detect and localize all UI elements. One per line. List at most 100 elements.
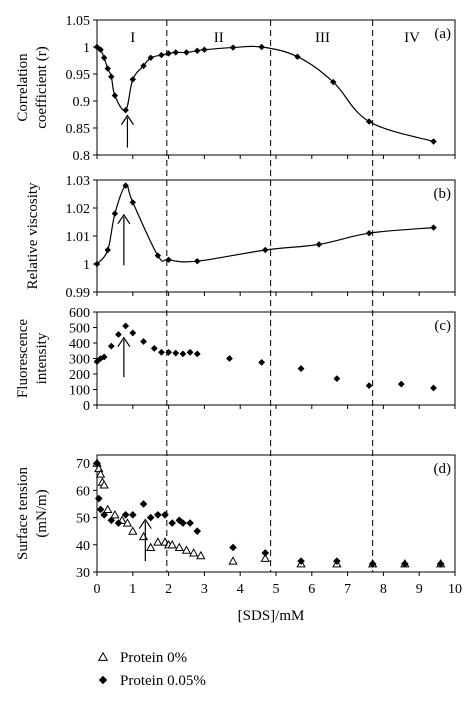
- panel-a-point: [229, 44, 237, 51]
- panel-b-arrow-head: [117, 213, 131, 225]
- protein-005-point: [154, 511, 162, 519]
- panel-d-ylabel: (mN/m): [34, 489, 50, 537]
- protein-005-point: [186, 519, 194, 527]
- protein-005-point: [401, 560, 409, 568]
- panel-c-point: [179, 350, 187, 358]
- panel-c-point: [172, 349, 180, 357]
- xtick-label: 9: [416, 582, 423, 597]
- protein-0-point: [181, 545, 192, 554]
- panel-b-point: [262, 246, 269, 254]
- protein-0-point: [110, 510, 120, 519]
- protein-005-point: [94, 494, 103, 503]
- protein-005-point: [179, 519, 187, 527]
- protein-005-point: [261, 549, 270, 557]
- protein-005-point: [168, 519, 176, 527]
- panel-a-point: [365, 118, 373, 125]
- protein-0-point: [189, 548, 199, 557]
- panel-c-point: [365, 382, 373, 390]
- protein-0-point: [153, 537, 163, 546]
- panel-c-point: [193, 350, 201, 358]
- protein-005-point: [93, 459, 101, 467]
- legend-marker-protein-0: [97, 651, 109, 661]
- protein-0-point: [167, 539, 177, 549]
- panel-b-ytick-label: 1: [83, 258, 90, 273]
- legend-label-protein-0: Protein 0%: [120, 650, 187, 666]
- x-axis-label: [SDS]/mM: [238, 608, 305, 624]
- panel-c-point: [186, 348, 194, 356]
- xtick-label: 10: [448, 582, 462, 597]
- panel-b-point: [365, 230, 373, 237]
- panel-a-point: [430, 138, 437, 145]
- panel-a-arrow-head: [120, 114, 134, 125]
- panel-b-point: [154, 252, 162, 259]
- panel-a-frame: [96, 19, 456, 156]
- protein-0-point: [95, 469, 106, 478]
- protein-0-point: [99, 480, 109, 489]
- region-label-2: II: [214, 30, 224, 46]
- panel-c-ytick-label: 100: [69, 384, 90, 399]
- panel-a-tag: (a): [434, 26, 451, 42]
- panel-b-point: [430, 224, 437, 231]
- panel-c-point: [297, 365, 305, 372]
- panel-c-point: [129, 329, 137, 337]
- panel-c-point: [140, 338, 147, 345]
- protein-005-point: [436, 560, 445, 568]
- panel-b-ytick-label: 1.03: [66, 174, 91, 189]
- xtick-label: 5: [273, 582, 280, 597]
- panel-a-series-line: [96, 45, 434, 143]
- protein-005-point: [193, 527, 202, 535]
- panel-c-frame: [96, 311, 456, 406]
- region-label-3: III: [315, 30, 330, 46]
- xtick-label: 2: [165, 582, 172, 597]
- panel-a-point: [108, 73, 115, 80]
- protein-0-point: [146, 542, 156, 552]
- xtick-label: 3: [201, 582, 208, 597]
- panel-c-point: [226, 355, 233, 362]
- panel-a-ytick-label: 1: [83, 41, 90, 56]
- panel-a-ylabel: Correlation: [15, 53, 31, 122]
- panel-a-point: [330, 78, 337, 86]
- xtick-label: 4: [237, 582, 244, 597]
- panel-b-point: [315, 241, 323, 248]
- panel-c-ylabel: intensity: [34, 332, 50, 384]
- protein-005-point: [121, 511, 130, 519]
- panel-a-ytick-label: 0.9: [73, 95, 91, 110]
- panel-b-point: [194, 258, 201, 265]
- panel-b-point: [129, 199, 136, 206]
- panel-c-point: [333, 375, 341, 383]
- panel-d-frame: [96, 454, 456, 573]
- xtick-label: 8: [380, 582, 387, 597]
- panel-a-point: [194, 47, 201, 54]
- xtick-label: 7: [344, 582, 351, 597]
- panel-a-point: [183, 49, 190, 56]
- protein-0-point: [260, 553, 270, 562]
- panel-d-ytick-label: 60: [76, 484, 90, 499]
- panel-a-ytick-label: 0.95: [66, 68, 91, 83]
- protein-0-point: [103, 504, 113, 513]
- panel-a-point: [172, 49, 179, 56]
- panel-d-ylabel: Surface tension: [15, 467, 31, 560]
- panel-c-point: [97, 355, 104, 362]
- panel-a-point: [129, 76, 136, 83]
- panel-c-ytick-label: 200: [69, 368, 90, 383]
- panel-c-ytick-label: 300: [69, 353, 90, 368]
- panel-a-point: [201, 46, 208, 53]
- panel-b-point: [104, 246, 111, 254]
- panel-a-point: [100, 54, 108, 61]
- protein-005-point: [129, 511, 137, 519]
- panel-c-ylabel: Fluorescence: [15, 319, 31, 398]
- panel-a-point: [158, 51, 165, 59]
- panel-b-frame: [96, 179, 456, 293]
- panel-d-ytick-label: 40: [76, 539, 90, 554]
- panel-d-tag: (d): [434, 461, 452, 477]
- panel-c-point: [115, 331, 122, 338]
- protein-0-point: [196, 550, 206, 560]
- panel-a-point: [147, 54, 154, 61]
- panel-c-point: [165, 348, 172, 356]
- panel-c-tag: (c): [434, 318, 451, 334]
- panel-c-point: [397, 380, 405, 388]
- panel-b-point: [122, 182, 129, 189]
- panel-a-point: [97, 46, 104, 53]
- panel-c-point: [150, 345, 158, 352]
